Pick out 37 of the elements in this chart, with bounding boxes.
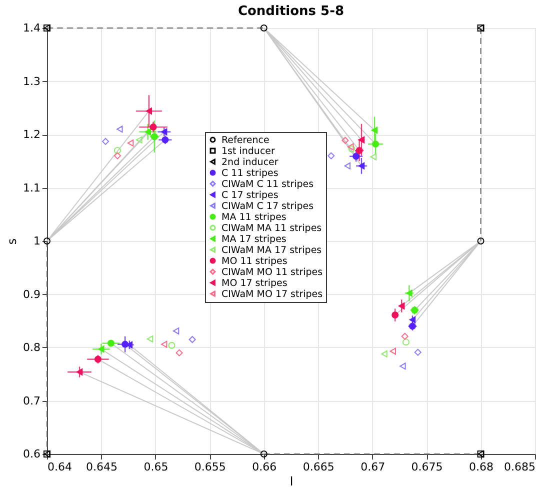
y-tick-label: 0.7 [23, 394, 40, 408]
y-tick-label: 1.3 [23, 74, 40, 88]
x-tick-label: 0.65 [144, 460, 168, 474]
y-tick-label: 0.8 [23, 341, 40, 354]
x-tick-label: 0.64 [48, 460, 72, 474]
legend-label: MA 17 stripes [222, 234, 286, 245]
chart-title: Conditions 5-8 [238, 4, 344, 19]
y-tick-label: 1.4 [23, 22, 40, 34]
legend-label: CIWaM MA 17 stripes [222, 244, 322, 256]
x-tick-label: 0.665 [302, 460, 334, 474]
x-tick-label: 0.68 [469, 460, 494, 474]
y-tick-label: 1.1 [23, 181, 40, 194]
x-axis-title: l [290, 474, 294, 487]
legend-label: MO 11 stripes [222, 256, 288, 267]
legend-label: CIWaM MO 17 stripes [222, 288, 323, 300]
x-tick-label: 0.675 [411, 460, 443, 474]
y-tick-label: 0.9 [23, 288, 40, 301]
legend-label: CIWaM MO 11 stripes [222, 266, 323, 278]
legend-label: MO 17 stripes [222, 278, 288, 289]
legend-label: CIWaM C 11 stripes [222, 178, 314, 190]
legend-label: C 11 stripes [222, 168, 278, 179]
legend-label: 2nd inducer [222, 156, 278, 168]
x-tick-label: 0.685 [504, 460, 536, 474]
x-tick-label: 0.67 [360, 460, 386, 474]
legend-label: CIWaM MA 11 stripes [222, 222, 322, 234]
legend-label: 1st inducer [222, 146, 276, 157]
legend-label: C 17 stripes [222, 190, 278, 201]
y-tick-label: 1 [34, 234, 40, 248]
x-tick-label: 0.645 [86, 460, 118, 474]
legend-label: MA 11 stripes [222, 212, 286, 223]
legend-label: Reference [222, 134, 270, 146]
x-tick-label: 0.655 [194, 460, 226, 474]
legend-label: CIWaM C 17 stripes [222, 200, 314, 212]
y-tick-label: 1.2 [23, 128, 40, 141]
y-tick-label: 0.6 [23, 448, 40, 460]
x-tick-label: 0.66 [252, 460, 277, 474]
y-axis-title: s [5, 238, 20, 245]
